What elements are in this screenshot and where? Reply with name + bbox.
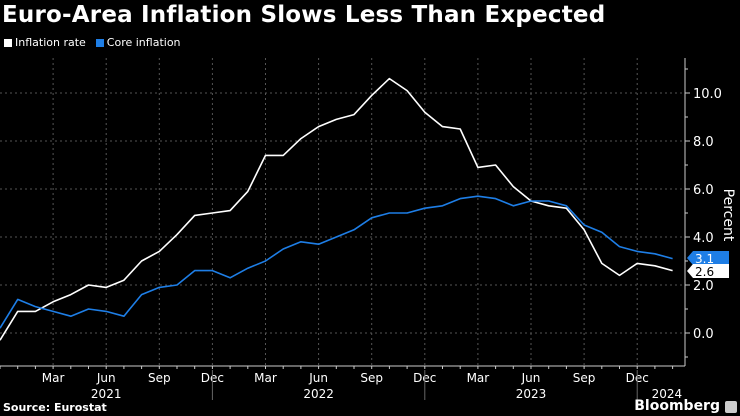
y-tick-label: 8.0 [693,135,714,150]
bloomberg-logo: Bloomberg [634,398,720,414]
legend-label: Core inflation [106,36,181,49]
y-tick-label: 0.0 [693,327,714,342]
legend: Inflation rate Core inflation [4,36,181,49]
y-tick-label: 6.0 [693,183,714,198]
x-tick-label: Sep [573,371,596,385]
x-tick-label: Mar [42,371,65,385]
chart-title: Euro-Area Inflation Slows Less Than Expe… [2,2,606,28]
legend-label: Inflation rate [15,36,86,49]
inflation-rate-line [0,77,673,341]
x-tick-label: Mar [254,371,277,385]
x-tick-label: Mar [467,371,490,385]
legend-item-inflation-rate: Inflation rate [4,36,86,49]
x-year-label: 2022 [303,387,334,401]
legend-swatch-blue [95,38,104,47]
x-tick-label: Sep [360,371,383,385]
source-note: Source: Eurostat [3,401,107,414]
last-value-tag [687,251,729,265]
x-year-label: 2024 [652,387,683,401]
x-tick-label: Jun [96,371,116,385]
y-tick-label: 2.0 [693,279,714,294]
y-axis-label: Percent [720,189,736,242]
core-inflation-line [0,195,673,329]
x-year-label: 2023 [516,387,547,401]
x-year-label: 2021 [91,387,122,401]
x-tick-label: Jun [521,371,541,385]
last-value-label: 3.1 [695,252,714,266]
x-tick-label: Jun [308,371,328,385]
y-tick-label: 4.0 [693,231,714,246]
legend-swatch-white [4,38,12,47]
last-value-label: 2.6 [695,265,714,279]
x-tick-label: Sep [148,371,171,385]
legend-item-core-inflation: Core inflation [95,36,181,49]
bloomberg-chart-icon [725,401,737,413]
y-tick-label: 10.0 [693,87,722,102]
last-value-tag [687,264,729,278]
